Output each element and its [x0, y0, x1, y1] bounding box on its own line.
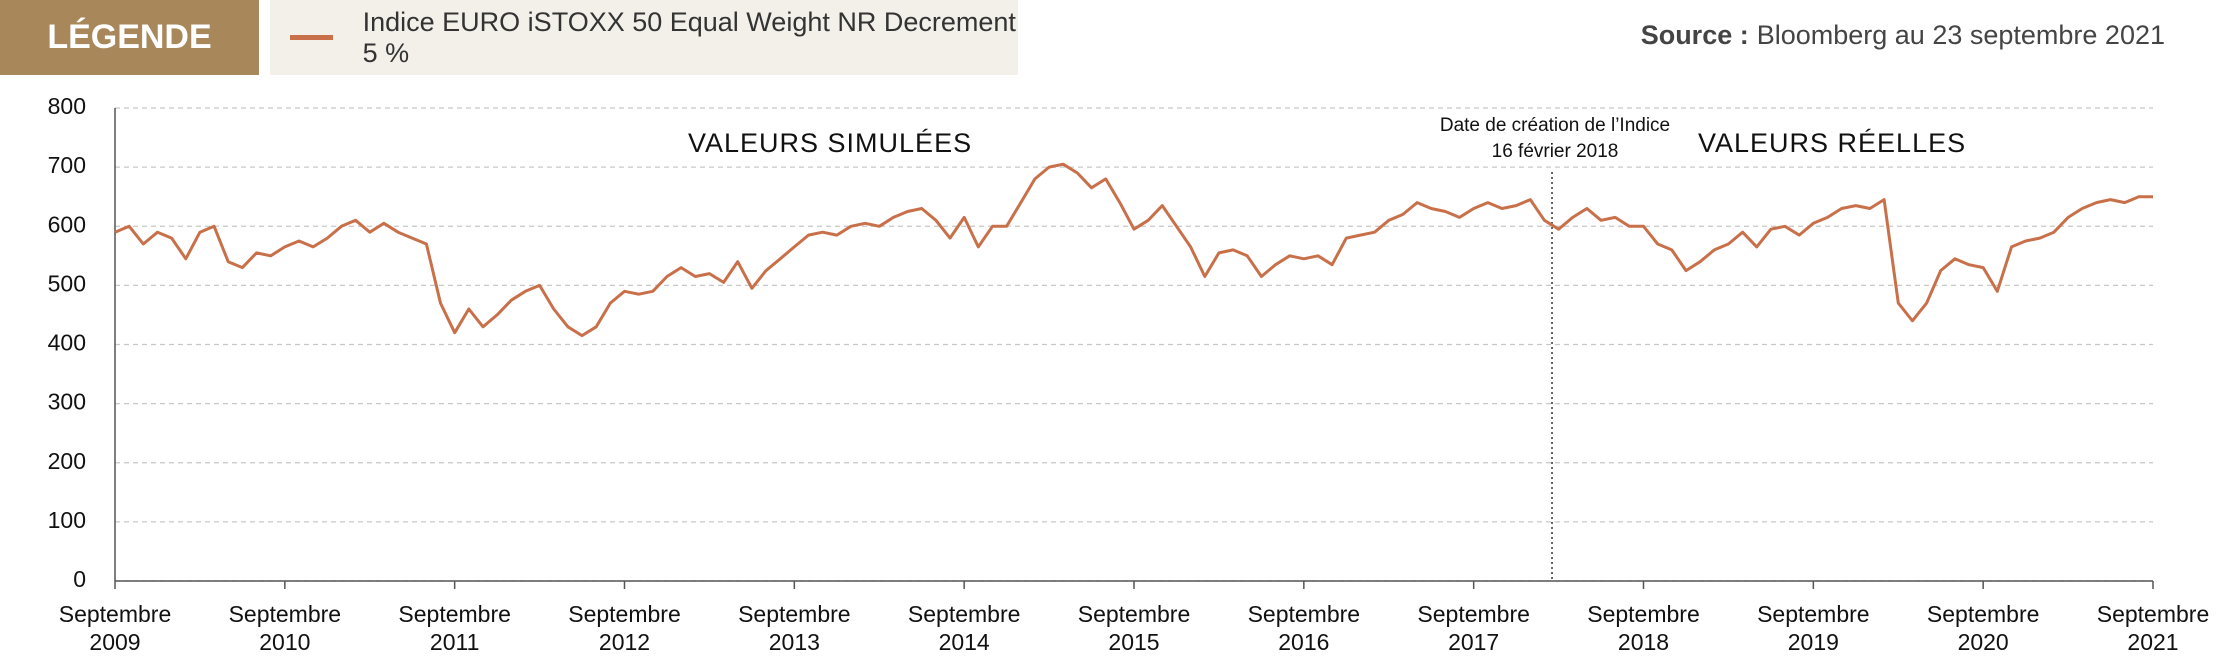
- x-tick-label: Septembre 2015: [1077, 601, 1191, 655]
- y-tick-label: 500: [48, 270, 86, 296]
- y-tick-label: 200: [48, 448, 86, 474]
- marker-label: 16 février 2018: [1491, 141, 1619, 162]
- y-tick-label: 600: [48, 211, 86, 237]
- annotation: VALEURS RÉELLES: [1698, 128, 1967, 158]
- x-tick-label: Septembre 2011: [398, 601, 511, 655]
- source-text: Bloomberg au 23 septembre 2021: [1756, 20, 2165, 50]
- y-tick-label: 700: [48, 152, 86, 178]
- source: Source : Bloomberg au 23 septembre 2021: [1641, 20, 2165, 51]
- y-tick-label: 100: [48, 507, 86, 533]
- x-tick-label: Septembre 2018: [1587, 601, 1700, 655]
- legend-title: LÉGENDE: [0, 0, 259, 75]
- legend-swatch: [290, 35, 333, 40]
- x-tick-label: Septembre 2017: [1417, 601, 1530, 655]
- x-tick-label: Septembre 2010: [228, 601, 342, 655]
- marker-label: Date de création de l’Indice: [1439, 115, 1671, 136]
- x-tick-label: Septembre 2021: [2096, 601, 2210, 655]
- y-tick-label: 0: [73, 566, 86, 592]
- x-tick-label: Septembre 2013: [738, 601, 851, 655]
- x-tick-label: Septembre 2019: [1757, 601, 1870, 655]
- y-tick-label: 800: [48, 93, 86, 119]
- x-tick-label: Septembre 2009: [58, 601, 172, 655]
- series-line: [114, 162, 2153, 338]
- source-label: Source :: [1640, 20, 1749, 50]
- x-tick-label: Septembre 2014: [907, 601, 1021, 655]
- y-tick-label: 300: [48, 389, 86, 415]
- legend-label: Indice EURO iSTOXX 50 Equal Weight NR De…: [362, 6, 1016, 68]
- x-tick-label: Septembre 2012: [568, 601, 681, 655]
- x-tick-label: Septembre 2020: [1926, 601, 2040, 655]
- y-tick-label: 400: [48, 330, 86, 356]
- x-tick-label: Septembre 2016: [1247, 601, 1361, 655]
- annotation: VALEURS SIMULÉES: [688, 128, 973, 158]
- legend: Indice EURO iSTOXX 50 Equal Weight NR De…: [270, 0, 1018, 75]
